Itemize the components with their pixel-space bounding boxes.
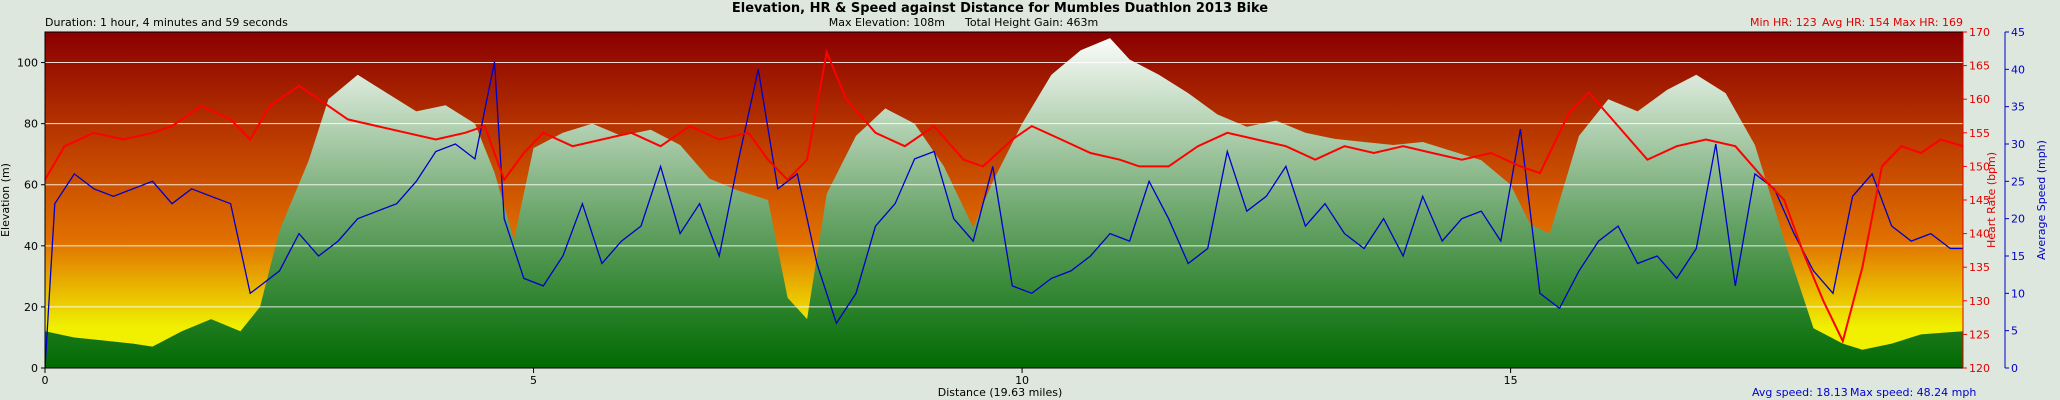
elevation-axis-label: Elevation (m) (0, 163, 12, 237)
speed-tick-label: 15 (2011, 250, 2025, 263)
elevation-tick-label: 0 (31, 362, 38, 375)
speed-tick-label: 35 (2011, 101, 2025, 114)
hr-line (45, 48, 1963, 344)
speed-axis-ticks: 0 5 10 15 20 25 30 35 40 45 (2005, 26, 2025, 375)
hr-tick-label: 165 (1969, 60, 1990, 73)
x-tick-label: 5 (530, 374, 537, 387)
elevation-tick-label: 20 (24, 301, 38, 314)
max-hr-text: Max HR: 169 (1893, 16, 1963, 29)
total-height-gain-text: Total Height Gain: 463m (964, 16, 1098, 29)
speed-tick-label: 5 (2011, 325, 2018, 338)
max-speed-text: Max speed: 48.24 mph (1850, 386, 1976, 399)
elevation-axis-ticks: 0 20 40 60 80 100 (17, 57, 45, 375)
speed-tick-label: 10 (2011, 287, 2025, 300)
speed-tick-label: 45 (2011, 26, 2025, 39)
speed-line (45, 61, 1963, 368)
elevation-tick-label: 60 (24, 179, 38, 192)
hr-tick-label: 160 (1969, 93, 1990, 106)
speed-tick-label: 40 (2011, 63, 2025, 76)
grid-lines (45, 62, 1963, 308)
speed-tick-label: 25 (2011, 175, 2025, 188)
hr-axis-ticks: 120 125 130 135 140 145 150 155 160 165 170 (1963, 26, 1990, 375)
elevation-tick-label: 40 (24, 240, 38, 253)
x-axis-label: Distance (19.63 miles) (938, 386, 1063, 399)
min-hr-text: Min HR: 123 (1750, 16, 1817, 29)
chart-title: Elevation, HR & Speed against Distance f… (732, 1, 1268, 16)
avg-speed-text: Avg speed: 18.13 (1752, 386, 1848, 399)
speed-tick-label: 20 (2011, 213, 2025, 226)
hr-tick-label: 120 (1969, 362, 1990, 375)
hr-tick-label: 135 (1969, 261, 1990, 274)
elevation-tick-label: 80 (24, 118, 38, 131)
speed-tick-label: 30 (2011, 138, 2025, 151)
max-elevation-text: Max Elevation: 108m (829, 16, 945, 29)
hr-tick-label: 125 (1969, 328, 1990, 341)
avg-hr-text: Avg HR: 154 (1822, 16, 1890, 29)
hr-tick-label: 155 (1969, 127, 1990, 140)
hr-tick-label: 145 (1969, 194, 1990, 207)
x-tick-label: 10 (1015, 374, 1029, 387)
hr-tick-label: 150 (1969, 160, 1990, 173)
hr-tick-label: 130 (1969, 295, 1990, 308)
hr-tick-label: 140 (1969, 228, 1990, 241)
speed-tick-label: 0 (2011, 362, 2018, 375)
duration-text: Duration: 1 hour, 4 minutes and 59 secon… (45, 16, 288, 29)
speed-axis-label: Average Speed (mph) (2035, 140, 2048, 260)
x-axis-ticks: 0 5 10 15 (42, 368, 1518, 387)
hr-tick-label: 170 (1969, 26, 1990, 39)
hr-axis-label: Heart Rate (bpm) (1985, 152, 1998, 248)
elevation-area (45, 38, 1963, 368)
x-tick-label: 0 (42, 374, 49, 387)
elevation-tick-label: 100 (17, 57, 38, 70)
x-tick-label: 15 (1504, 374, 1518, 387)
